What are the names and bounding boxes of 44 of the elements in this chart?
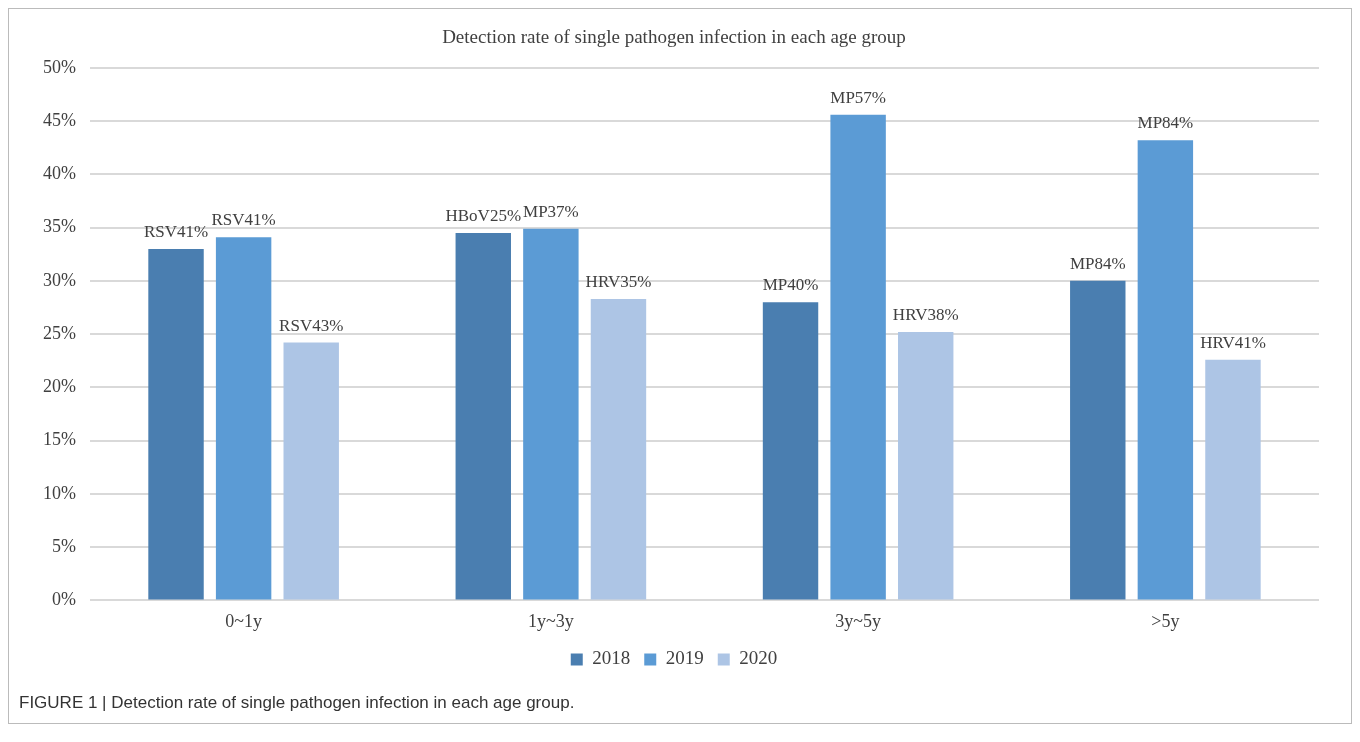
bar <box>1070 280 1126 600</box>
caption: FIGURE 1 | Detection rate of single pathogen infection in each age group. <box>18 692 576 714</box>
y-tick-label: 15% <box>42 429 76 450</box>
data-label: HRV38% <box>892 304 959 324</box>
y-tick-label: 45% <box>42 109 76 130</box>
bar <box>830 114 886 600</box>
bar <box>455 232 511 600</box>
legend-label: 2020 <box>739 647 778 669</box>
y-tick-label: 10% <box>42 482 76 503</box>
data-label: RSV41% <box>211 210 276 230</box>
bar <box>1137 140 1194 600</box>
bar <box>590 298 647 600</box>
x-tick-label: >5y <box>1151 610 1180 631</box>
y-tick-label: 50% <box>42 56 76 77</box>
legend-label: 2018 <box>592 647 631 669</box>
bar <box>762 302 819 600</box>
data-label: MP40% <box>762 275 819 295</box>
y-tick-label: 35% <box>42 216 76 237</box>
bar <box>148 248 204 600</box>
data-label: RSV43% <box>279 315 344 335</box>
y-tick-label: 0% <box>51 589 76 610</box>
data-label: HBoV25% <box>445 205 522 225</box>
data-label: HRV35% <box>585 271 652 291</box>
bar <box>1205 359 1261 600</box>
bar <box>523 228 579 600</box>
data-label: MP84% <box>1137 113 1194 133</box>
y-tick-label: 30% <box>42 269 76 290</box>
data-label: HRV41% <box>1200 332 1266 352</box>
chart-title: Detection rate of single pathogen infection in each age group <box>442 26 906 48</box>
bar <box>215 237 272 600</box>
data-label: MP84% <box>1069 253 1126 273</box>
x-tick-label: 3y~5y <box>835 610 881 631</box>
y-tick-label: 25% <box>42 322 76 343</box>
y-tick-label: 5% <box>51 535 76 556</box>
legend-label: 2019 <box>665 647 704 669</box>
bar <box>283 342 339 600</box>
y-tick-label: 40% <box>42 163 76 184</box>
data-label: MP37% <box>523 201 579 221</box>
y-tick-label: 20% <box>42 376 76 397</box>
data-label: RSV41% <box>143 221 209 241</box>
x-tick-label: 1y~3y <box>528 610 574 631</box>
data-label: MP57% <box>830 87 886 107</box>
bar <box>898 331 954 600</box>
x-tick-label: 0~1y <box>225 610 262 631</box>
